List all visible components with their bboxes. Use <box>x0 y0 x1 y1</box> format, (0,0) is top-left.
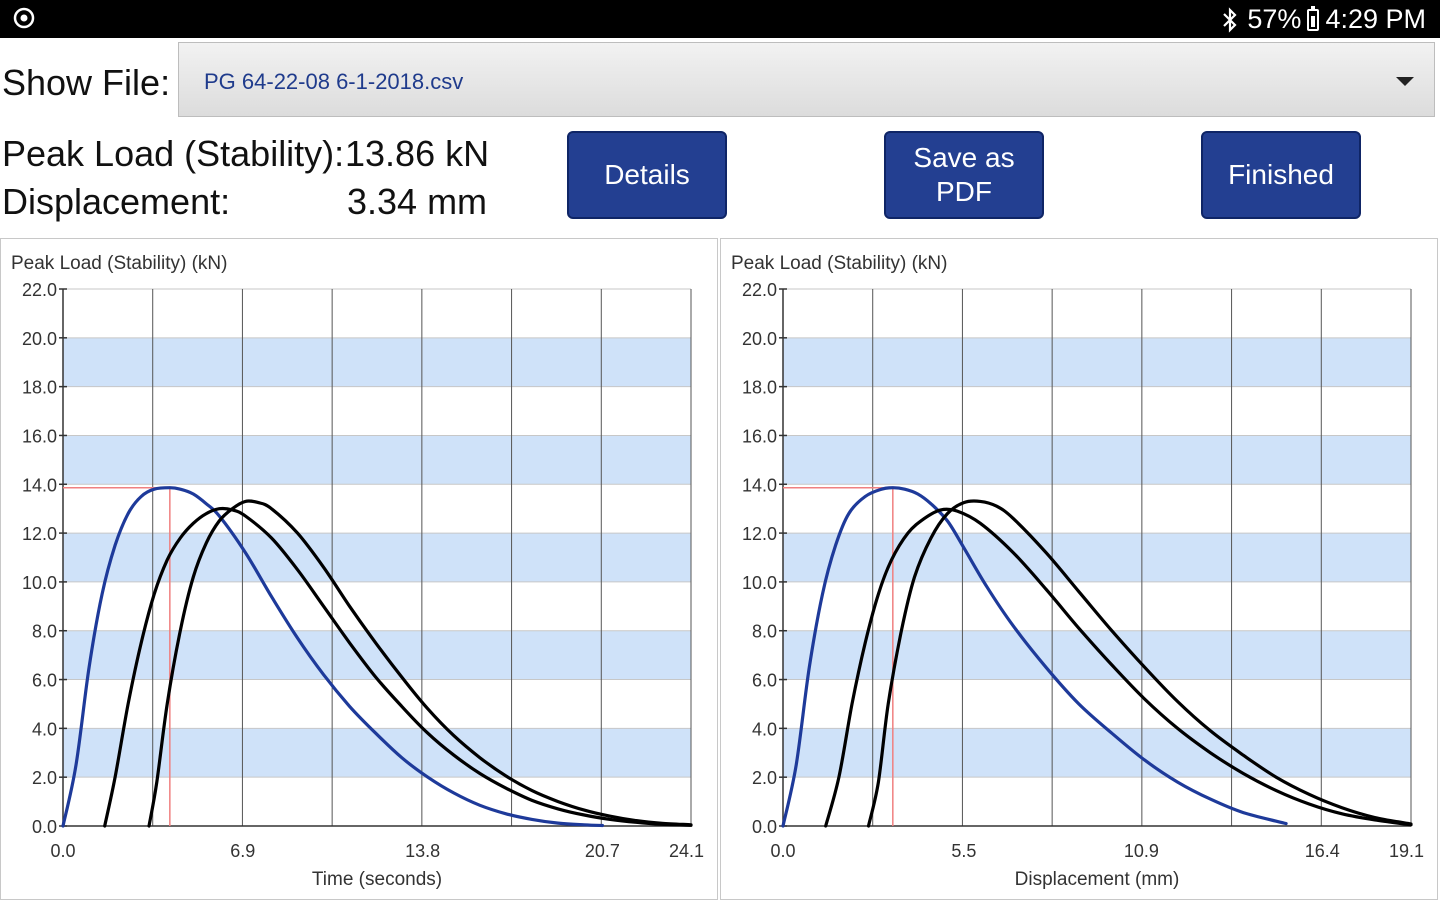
y-tick-label: 8.0 <box>752 622 777 642</box>
x-tick-label: 6.9 <box>230 841 255 861</box>
y-tick-label: 10.0 <box>22 573 57 593</box>
details-button[interactable]: Details <box>567 131 727 219</box>
y-tick-label: 20.0 <box>742 329 777 349</box>
save-as-pdf-button[interactable]: Save as PDF <box>884 131 1044 219</box>
x-tick-label: 0.0 <box>770 841 795 861</box>
battery-percent: 57% <box>1247 4 1302 34</box>
battery-icon <box>1307 5 1320 31</box>
y-tick-label: 16.0 <box>742 426 777 446</box>
y-tick-label: 22.0 <box>22 280 57 300</box>
y-tick-label: 14.0 <box>22 475 57 495</box>
grid-band <box>783 533 1411 582</box>
status-bar: 57% 4:29 PM <box>0 0 1440 38</box>
bluetooth-icon <box>1223 6 1237 33</box>
x-tick-label: 16.4 <box>1305 841 1340 861</box>
file-select-value: PG 64-22-08 6-1-2018.csv <box>204 69 464 94</box>
grid-band <box>783 435 1411 485</box>
peak-load-label: Peak Load (Stability): <box>2 133 345 174</box>
y-tick-label: 4.0 <box>752 719 777 739</box>
y-tick-label: 4.0 <box>32 719 57 739</box>
y-tick-label: 18.0 <box>22 378 57 398</box>
y-tick-label: 2.0 <box>752 768 777 788</box>
grid-band <box>63 630 691 680</box>
y-tick-label: 14.0 <box>742 475 777 495</box>
x-axis-title: Time (seconds) <box>312 869 442 890</box>
y-axis-title: Peak Load (Stability) (kN) <box>731 253 947 274</box>
y-tick-label: 22.0 <box>742 280 777 300</box>
series-line-black-1 <box>824 507 1413 828</box>
time-chart-panel: 0.0 2.0 4.0 6.0 8.0 10.0 12.0 14.0 16.0 18.0 20.0 2… <box>0 238 718 900</box>
displacement-value: 3.34 mm <box>347 181 488 222</box>
x-tick-label: 0.0 <box>50 841 75 861</box>
series-line-black-2 <box>866 499 1413 828</box>
x-axis-title: Displacement (mm) <box>1015 869 1180 890</box>
peak-load-value: 13.86 kN <box>345 133 490 174</box>
grid-band <box>63 337 691 387</box>
y-tick-label: 12.0 <box>742 524 777 544</box>
series-line-blue-0 <box>781 486 1288 828</box>
x-tick-label: 24.1 <box>669 841 704 861</box>
series-line-black-2 <box>147 499 693 828</box>
displacement-load-chart: 0.0 2.0 4.0 6.0 8.0 10.0 12.0 14.0 16.0 18.0 20.0 2… <box>731 253 1424 890</box>
y-tick-label: 6.0 <box>32 671 57 691</box>
y-tick-label: 0.0 <box>752 817 777 837</box>
displacement-label: Displacement: <box>2 181 231 222</box>
y-tick-label: 2.0 <box>32 768 57 788</box>
save-as-pdf-label: Save as PDF <box>913 142 1015 207</box>
grid-band <box>783 728 1411 778</box>
y-tick-label: 0.0 <box>32 817 57 837</box>
y-tick-label: 6.0 <box>752 671 777 691</box>
grid-band <box>783 337 1411 387</box>
y-tick-label: 18.0 <box>742 378 777 398</box>
y-tick-label: 16.0 <box>22 426 57 446</box>
y-tick-label: 8.0 <box>32 622 57 642</box>
time-load-chart: 0.0 2.0 4.0 6.0 8.0 10.0 12.0 14.0 16.0 18.0 20.0 2… <box>11 253 704 890</box>
finished-button[interactable]: Finished <box>1201 131 1361 219</box>
show-file-label: Show File: <box>2 62 171 103</box>
chevron-down-icon <box>1396 77 1414 86</box>
series-line-blue-0 <box>61 486 604 828</box>
y-tick-label: 20.0 <box>22 329 57 349</box>
app-icon <box>13 7 35 29</box>
x-tick-label: 10.9 <box>1124 841 1159 861</box>
series-line-black-1 <box>103 506 693 828</box>
x-tick-label: 19.1 <box>1389 841 1424 861</box>
file-select-dropdown[interactable]: PG 64-22-08 6-1-2018.csv <box>178 42 1435 117</box>
grid-band <box>783 630 1411 680</box>
displacement-chart-panel: 0.0 2.0 4.0 6.0 8.0 10.0 12.0 14.0 16.0 18.0 20.0 2… <box>720 238 1438 900</box>
grid-band <box>63 533 691 582</box>
y-axis-title: Peak Load (Stability) (kN) <box>11 253 227 274</box>
x-tick-label: 5.5 <box>951 841 976 861</box>
grid-band <box>63 435 691 485</box>
x-tick-label: 20.7 <box>585 841 620 861</box>
y-tick-label: 12.0 <box>22 524 57 544</box>
y-tick-label: 10.0 <box>742 573 777 593</box>
x-tick-label: 13.8 <box>405 841 440 861</box>
clock: 4:29 PM <box>1325 4 1426 34</box>
